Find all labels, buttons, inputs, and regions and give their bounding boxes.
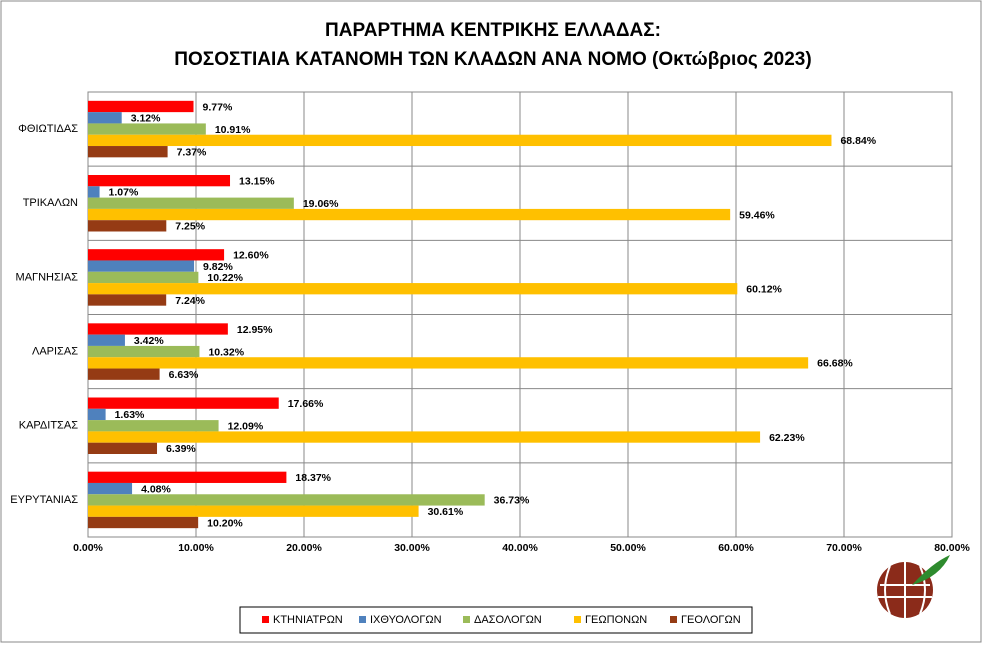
x-tick-label: 40.00%	[502, 542, 538, 554]
x-tick-label: 20.00%	[286, 542, 322, 554]
x-tick-label: 80.00%	[934, 542, 970, 554]
value-label: 7.25%	[175, 221, 205, 233]
value-label: 10.20%	[207, 517, 243, 529]
bar	[88, 357, 809, 369]
legend-label: ΔΑΣΟΛΟΓΩΝ	[474, 614, 542, 626]
value-label: 3.12%	[131, 113, 161, 125]
value-label: 10.91%	[215, 124, 251, 136]
bar	[88, 334, 125, 346]
bar	[88, 197, 294, 209]
chart-title: ΠΑΡΑΡΤΗΜΑ ΚΕΝΤΡΙΚΗΣ ΕΛΛΑΔΑΣ:	[325, 20, 661, 41]
y-tick-label: ΛΑΡΙΣΑΣ	[32, 345, 78, 357]
legend-label: ΓΕΩΠΟΝΩΝ	[585, 614, 647, 626]
value-label: 6.63%	[169, 369, 199, 381]
value-label: 12.09%	[228, 421, 264, 433]
value-label: 68.84%	[840, 135, 876, 147]
bar	[88, 494, 485, 506]
x-tick-label: 30.00%	[394, 542, 430, 554]
legend-label: ΓΕΟΛΟΓΩΝ	[681, 614, 741, 626]
bar	[88, 283, 738, 295]
value-label: 30.61%	[428, 506, 464, 518]
logo-lines	[878, 562, 932, 618]
bar	[88, 112, 122, 124]
x-tick-label: 0.00%	[73, 542, 103, 554]
value-label: 4.08%	[141, 483, 171, 495]
value-label: 10.22%	[207, 272, 243, 284]
value-label: 13.15%	[239, 175, 275, 187]
value-label: 7.37%	[177, 146, 207, 158]
value-label: 9.82%	[203, 261, 233, 273]
value-label: 60.12%	[746, 283, 782, 295]
value-label: 36.73%	[494, 495, 530, 507]
bar	[88, 249, 225, 261]
legend-swatch	[574, 616, 581, 623]
bar	[88, 134, 832, 147]
bar	[88, 100, 194, 113]
y-tick-label: ΚΑΡΔΙΤΣΑΣ	[19, 420, 78, 432]
value-label: 12.60%	[233, 250, 269, 262]
bar	[88, 123, 206, 135]
value-label: 7.24%	[175, 295, 205, 307]
legend-swatch	[670, 616, 677, 623]
x-tick-label: 60.00%	[718, 542, 754, 554]
legend-swatch	[463, 616, 470, 623]
chart-title: ΠΟΣΟΣΤΙΑΙΑ ΚΑΤΑΝΟΜΗ ΤΩΝ ΚΛΑΔΩΝ ΑΝΑ ΝΟΜΟ …	[174, 49, 811, 70]
value-label: 59.46%	[739, 209, 775, 221]
x-tick-label: 10.00%	[178, 542, 214, 554]
bar	[88, 323, 228, 335]
bar	[88, 146, 168, 158]
value-label: 12.95%	[237, 324, 273, 336]
bar	[88, 208, 731, 221]
y-tick-label: ΦΘΙΩΤΙΔΑΣ	[18, 123, 78, 135]
x-tick-label: 50.00%	[610, 542, 646, 554]
value-label: 3.42%	[134, 335, 164, 347]
y-tick-label: ΜΑΓΝΗΣΙΑΣ	[16, 271, 79, 283]
bar	[88, 345, 200, 358]
bar	[88, 260, 195, 272]
value-label: 18.37%	[295, 472, 331, 484]
bar	[88, 471, 287, 483]
value-label: 10.32%	[208, 346, 244, 358]
bar	[88, 175, 231, 187]
logo-leaf	[912, 555, 950, 585]
bar	[88, 271, 199, 284]
legend-swatch	[359, 616, 366, 623]
bar	[88, 442, 158, 454]
bar	[88, 220, 167, 232]
value-label: 19.06%	[303, 198, 339, 210]
x-tick-label: 70.00%	[826, 542, 862, 554]
legend-label: ΙΧΘΥΟΛΟΓΩΝ	[370, 614, 442, 626]
bar	[88, 408, 106, 421]
bar	[88, 420, 219, 432]
bar	[88, 482, 133, 495]
legend-label: ΚΤΗΝΙΑΤΡΩΝ	[273, 614, 343, 626]
bar	[88, 368, 160, 380]
bar	[88, 431, 761, 443]
y-tick-label: ΕΥΡΥΤΑΝΙΑΣ	[10, 494, 78, 506]
logo	[877, 555, 950, 618]
bar	[88, 397, 279, 409]
value-label: 62.23%	[769, 432, 805, 444]
value-label: 9.77%	[203, 101, 233, 113]
legend	[239, 606, 753, 634]
value-label: 66.68%	[817, 358, 853, 370]
y-tick-label: ΤΡΙΚΑΛΩΝ	[23, 197, 78, 209]
legend-swatch	[262, 616, 269, 623]
bar	[88, 186, 100, 198]
bar	[88, 516, 199, 529]
value-label: 6.39%	[166, 443, 196, 455]
value-label: 1.63%	[115, 409, 145, 421]
bar	[88, 505, 419, 517]
bar	[88, 294, 167, 306]
value-label: 1.07%	[109, 187, 139, 199]
value-label: 17.66%	[288, 398, 324, 410]
